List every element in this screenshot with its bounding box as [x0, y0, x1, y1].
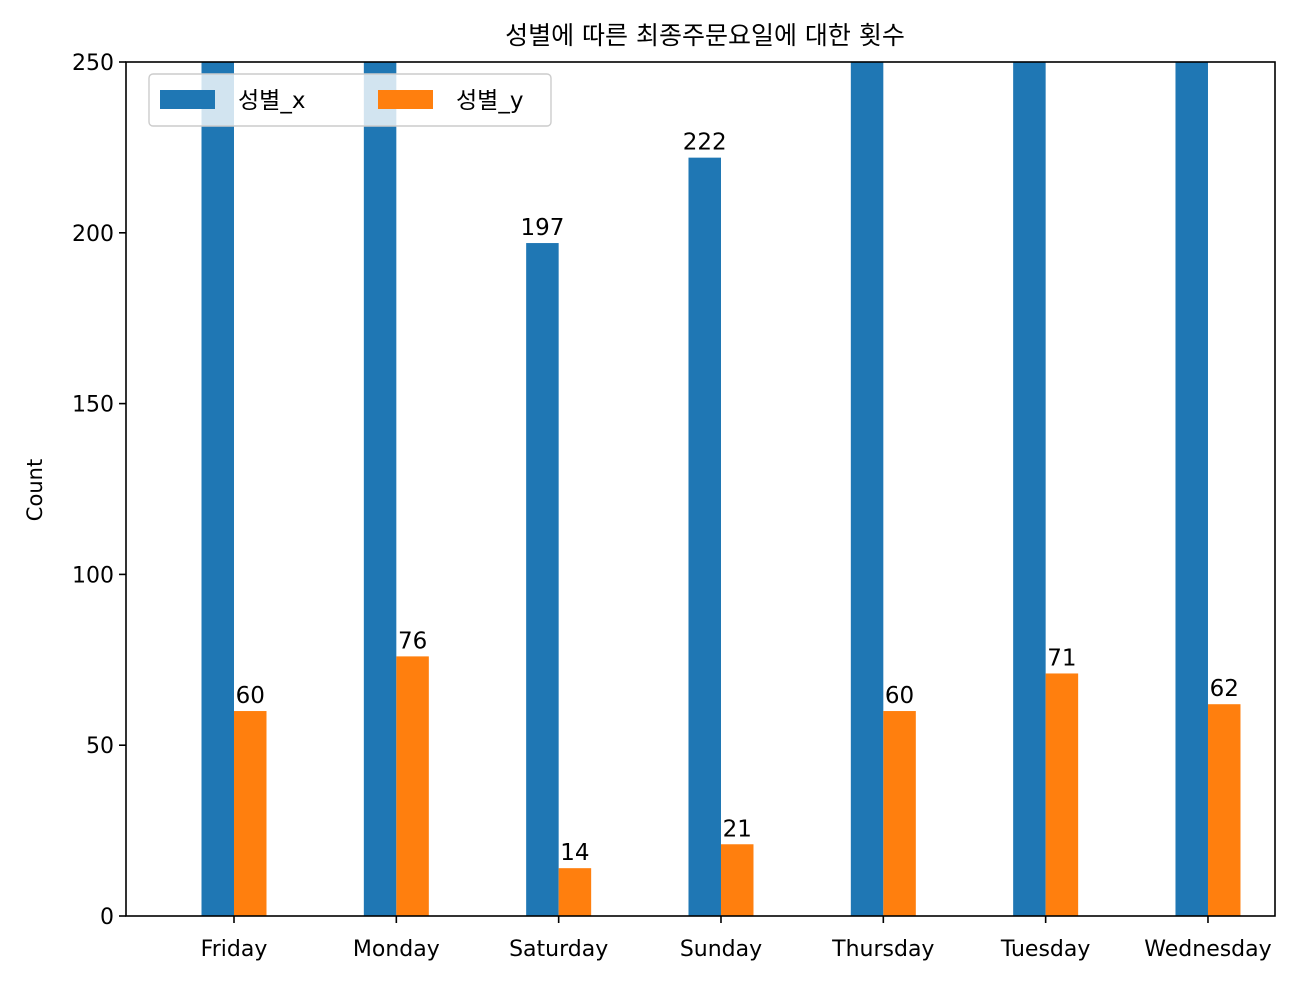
y-axis-label: Count — [23, 459, 47, 521]
legend-swatch-y — [378, 90, 433, 109]
bar-y-saturday — [558, 868, 592, 916]
bar-x-monday — [363, 62, 397, 916]
bar-x-saturday — [526, 243, 559, 917]
legend-label-y: 성별_y — [456, 88, 523, 114]
bar-y-friday — [234, 711, 267, 916]
y-tick-label: 250 — [72, 51, 114, 76]
x-tick-label: Tuesday — [1000, 937, 1091, 962]
x-axis: Friday Monday Saturday Sunday Thursday Tuesda… — [201, 916, 1272, 962]
bar-x-wednesday — [1175, 62, 1208, 916]
x-tick-label: Friday — [201, 937, 268, 962]
bar-value-label: 222 — [683, 130, 727, 156]
bar-y-sunday — [720, 844, 754, 916]
bar-x-friday — [201, 62, 234, 916]
x-tick-label: Sunday — [680, 937, 762, 962]
y-tick-label: 0 — [100, 905, 114, 930]
bar-value-label: 21 — [723, 816, 752, 842]
bars-layer — [201, 62, 1241, 917]
x-tick-label: Thursday — [831, 937, 934, 962]
x-tick-label: Wednesday — [1144, 937, 1271, 962]
bar-y-monday — [396, 656, 429, 916]
bar-value-label: 14 — [560, 840, 589, 866]
bar-labels-layer: 197 222 60 76 14 21 60 71 62 — [236, 130, 1239, 867]
bar-x-thursday — [850, 62, 884, 916]
bar-x-tuesday — [1013, 62, 1046, 916]
x-tick-label: Saturday — [509, 937, 608, 962]
bar-x-sunday — [688, 157, 721, 916]
bar-y-wednesday — [1207, 704, 1241, 916]
bar-value-label: 71 — [1047, 645, 1076, 671]
bar-y-thursday — [883, 711, 916, 916]
y-axis: 0 50 100 150 200 250 — [72, 51, 126, 930]
bar-y-tuesday — [1045, 673, 1079, 916]
x-tick-label: Monday — [353, 937, 440, 962]
bar-value-label: 60 — [236, 683, 265, 709]
legend-box — [148, 73, 552, 127]
bar-value-label: 60 — [885, 683, 914, 709]
bar-value-label: 76 — [398, 628, 427, 654]
bar-value-label: 62 — [1210, 676, 1239, 702]
plot-frame — [125, 61, 1276, 917]
legend-swatch-x — [160, 90, 215, 109]
legend: 성별_x 성별_y — [148, 73, 552, 127]
y-tick-label: 200 — [72, 222, 114, 247]
bar-value-label: 197 — [520, 215, 564, 241]
y-tick-label: 50 — [86, 734, 114, 759]
y-tick-label: 150 — [72, 393, 114, 418]
y-tick-label: 100 — [72, 563, 114, 588]
legend-label-x: 성별_x — [238, 88, 305, 114]
chart-title: 성별에 따른 최종주문요일에 대한 횟수 — [505, 21, 905, 50]
